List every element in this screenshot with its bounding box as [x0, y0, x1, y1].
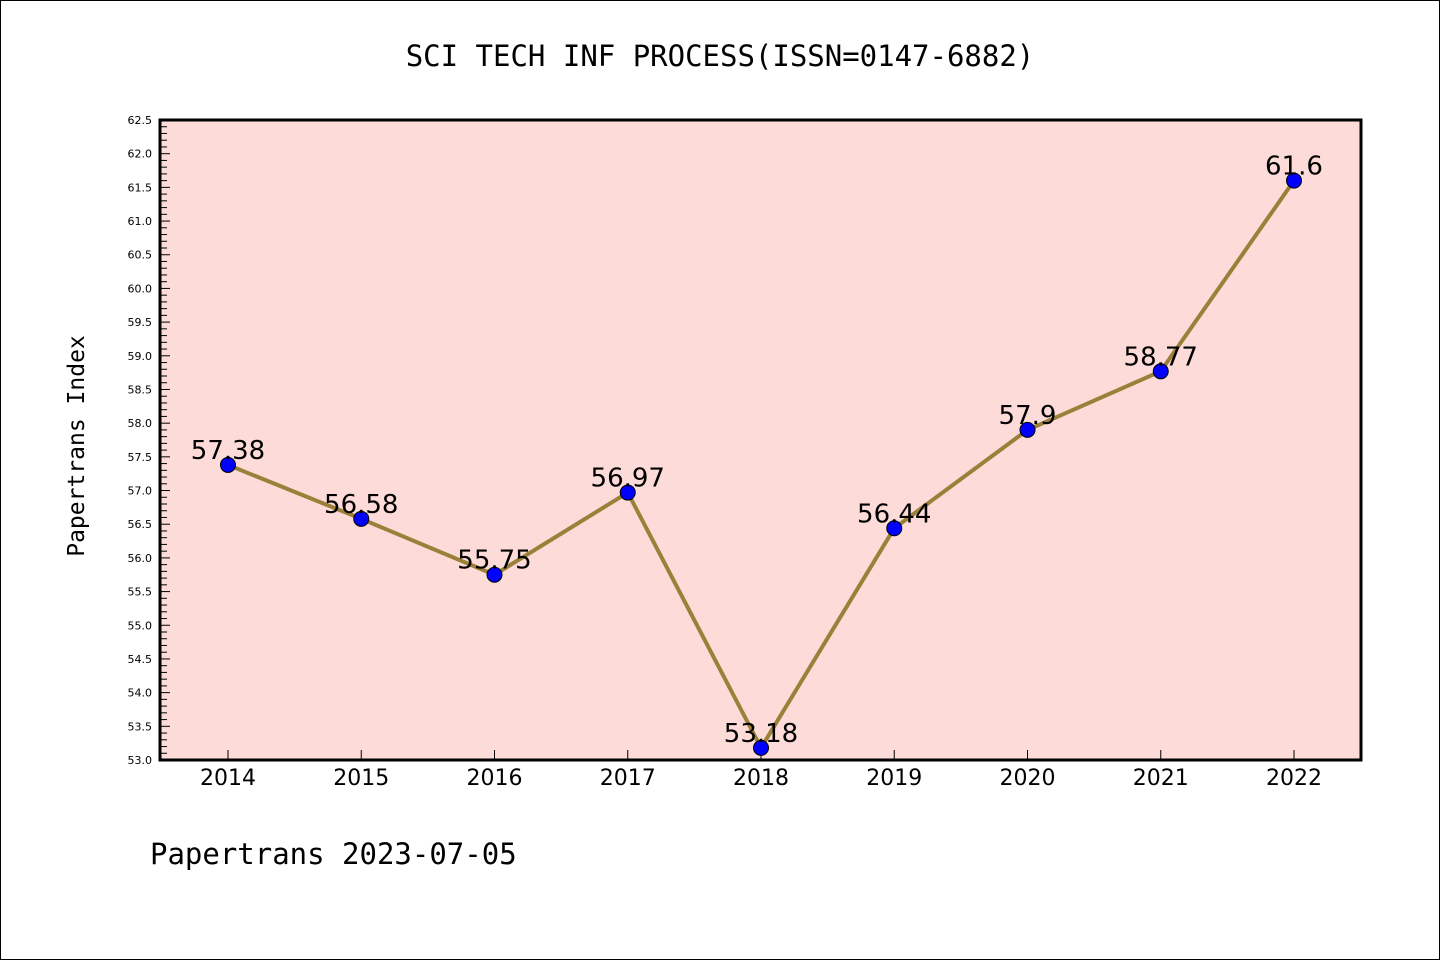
x-tick-label: 2016 [467, 766, 523, 791]
y-tick-label: 57.5 [128, 451, 153, 464]
data-label: 58.77 [1124, 342, 1198, 372]
x-tick-label: 2020 [1000, 766, 1056, 791]
data-point-marker [486, 566, 503, 583]
x-tick-label: 2015 [333, 766, 389, 791]
data-label: 57.9 [999, 401, 1057, 431]
plot-area [160, 120, 1361, 760]
chart-title: SCI TECH INF PROCESS(ISSN=0147-6882) [406, 39, 1035, 73]
data-point-marker [1152, 363, 1169, 380]
data-point-marker [619, 484, 636, 501]
y-tick-label: 55.0 [128, 619, 153, 632]
data-point-marker [886, 520, 903, 537]
data-label: 57.38 [191, 436, 265, 466]
data-label: 55.75 [457, 546, 531, 576]
footer-text: Papertrans 2023-07-05 [150, 837, 517, 871]
y-tick-label: 53.5 [128, 720, 153, 733]
y-tick-label: 62.5 [128, 114, 153, 127]
data-label: 56.58 [324, 490, 398, 520]
y-tick-label: 54.5 [128, 653, 153, 666]
data-point-marker [753, 739, 769, 756]
y-tick-label: 58.5 [128, 383, 153, 396]
y-tick-label: 60.0 [128, 282, 153, 295]
y-tick-label: 62.0 [128, 148, 153, 161]
x-tick-label: 2021 [1133, 766, 1189, 791]
data-point-marker [353, 510, 370, 527]
data-point-marker [220, 456, 236, 473]
y-tick-label: 56.0 [128, 552, 153, 565]
y-tick-label: 55.5 [128, 586, 153, 599]
y-tick-label: 60.5 [128, 249, 153, 262]
x-tick-label: 2018 [733, 766, 789, 791]
y-tick-label: 56.5 [128, 518, 153, 531]
y-tick-label: 59.5 [128, 316, 153, 329]
x-tick-label: 2017 [600, 766, 656, 791]
data-label: 53.18 [724, 719, 798, 749]
plot-border [158, 118, 1363, 762]
y-tick-label: 57.0 [128, 485, 153, 498]
x-tick-label: 2022 [1266, 766, 1322, 791]
y-tick-label: 53.0 [128, 754, 153, 767]
y-axis-label: Papertrans Index [64, 335, 90, 557]
data-label: 56.97 [591, 464, 665, 494]
x-tick-label: 2019 [866, 766, 922, 791]
data-point-marker [1019, 421, 1036, 438]
data-label: 56.44 [857, 499, 931, 529]
data-label: 61.6 [1265, 152, 1323, 182]
y-tick-label: 61.0 [128, 215, 153, 228]
y-tick-label: 59.0 [128, 350, 153, 363]
y-tick-label: 54.0 [128, 687, 153, 700]
y-tick-label: 58.0 [128, 417, 153, 430]
data-point-marker [1286, 172, 1302, 189]
x-tick-label: 2014 [200, 766, 256, 791]
y-tick-label: 61.5 [128, 181, 153, 194]
